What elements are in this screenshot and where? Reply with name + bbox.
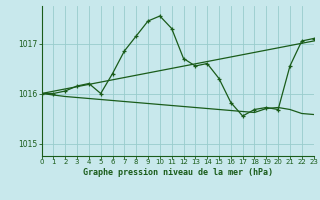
X-axis label: Graphe pression niveau de la mer (hPa): Graphe pression niveau de la mer (hPa): [83, 168, 273, 177]
